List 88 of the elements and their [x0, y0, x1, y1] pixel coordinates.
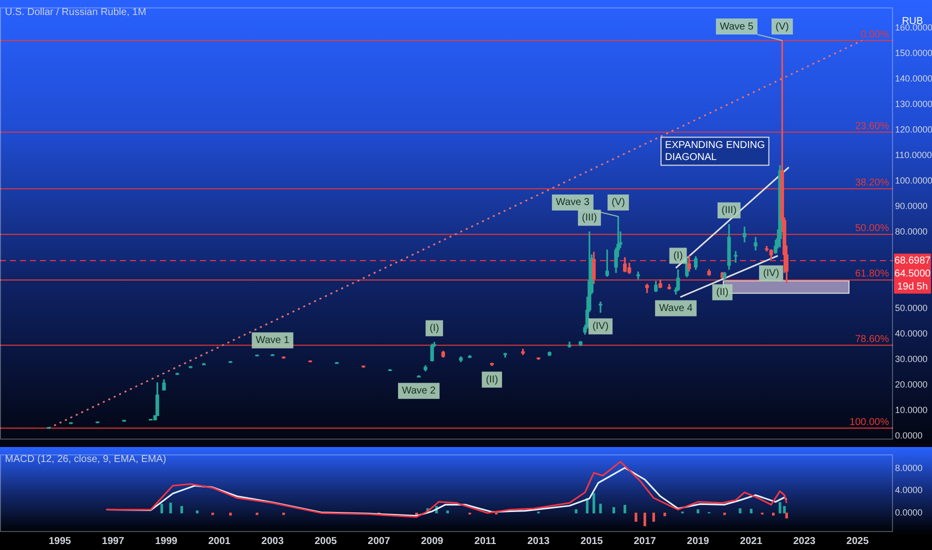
- annotation: Wave 1: [256, 335, 290, 346]
- y-tick-label: 8.0000: [895, 462, 923, 473]
- x-tick-label: 2019: [686, 536, 710, 547]
- chart-title: MACD (12, 26, close, 9, EMA, EMA): [5, 454, 166, 465]
- bar: [196, 510, 199, 514]
- y-tick-label: 0.0000: [895, 508, 923, 518]
- bar: [723, 512, 726, 516]
- bar: [169, 502, 172, 514]
- bar: [750, 508, 753, 514]
- bar: [643, 512, 646, 526]
- x-tick-label: 2011: [474, 536, 497, 547]
- annotation: 50.00%: [855, 223, 890, 234]
- bar: [211, 512, 214, 516]
- y-tick-label: 4.0000: [895, 485, 923, 496]
- candlestick: [742, 226, 746, 242]
- x-tick-label: 2021: [740, 536, 763, 547]
- annotation: 61.80%: [855, 268, 890, 280]
- annotation: Wave 2: [402, 386, 436, 397]
- annotation: (IV): [763, 268, 780, 280]
- annotation: 38.20%: [855, 177, 890, 188]
- bar: [446, 510, 449, 514]
- annotation: (V): [776, 21, 789, 32]
- y-tick-label: 90.0000: [895, 200, 928, 211]
- x-tick-label: 2003: [261, 536, 284, 547]
- y-tick-label: 10.0000: [895, 404, 928, 415]
- annotation: 78.60%: [855, 334, 890, 346]
- bar: [624, 504, 626, 514]
- bar: [160, 504, 164, 514]
- annotation: (II): [716, 286, 728, 298]
- annotation: 100.00%: [850, 416, 890, 428]
- y-tick-label: 0.0000: [895, 430, 923, 440]
- y-tick-label: 140.0000: [895, 73, 932, 84]
- bar: [229, 512, 232, 516]
- chart-title: U.S. Dollar / Russian Ruble, 1M: [5, 6, 146, 18]
- candlestick: [598, 302, 602, 313]
- x-tick-label: 2009: [420, 536, 444, 547]
- x-tick-label: 1995: [48, 536, 72, 547]
- text: 19d 5h: [897, 281, 928, 292]
- bar: [738, 508, 742, 514]
- annotation: (III): [582, 212, 597, 224]
- y-tick-label: 120.0000: [895, 124, 932, 134]
- x-tick-label: 2005: [314, 536, 338, 547]
- annotation: (I): [673, 250, 683, 262]
- x-tick-label: 1999: [155, 536, 178, 547]
- annotation: (III): [722, 205, 737, 216]
- bar: [634, 512, 638, 522]
- annotation: Wave 4: [659, 303, 694, 314]
- y-tick-label: 80.0000: [895, 226, 928, 236]
- y-tick-label: 20.0000: [895, 379, 928, 390]
- annotation: 0.00%: [860, 29, 890, 40]
- bar: [256, 512, 258, 516]
- ref-line-label: 68.6987: [894, 255, 932, 266]
- x-tick-label: 2013: [527, 536, 550, 547]
- annotation: (V): [612, 197, 625, 208]
- x-tick-label: 2007: [368, 536, 390, 547]
- bar: [599, 504, 602, 514]
- y-tick-label: 110.0000: [895, 150, 932, 160]
- annotation: (II): [486, 374, 498, 386]
- y-tick-label: 130.0000: [895, 98, 932, 109]
- x-tick-label: 2025: [846, 536, 870, 547]
- annotation: Wave 3: [556, 197, 590, 208]
- bar: [696, 509, 700, 514]
- bar: [652, 512, 656, 522]
- annotation: Wave 5: [720, 21, 754, 32]
- bar: [663, 512, 666, 516]
- bar: [282, 512, 285, 516]
- y-tick-label: 100.0000: [895, 175, 932, 186]
- annotation: (IV): [592, 321, 609, 332]
- bar: [574, 509, 578, 514]
- y-tick-label: 50.0000: [895, 302, 928, 313]
- bar: [785, 512, 788, 518]
- x-tick-label: 2017: [634, 536, 656, 547]
- bar: [415, 512, 418, 516]
- x-tick-label: 2001: [208, 536, 231, 547]
- y-tick-label: 150.0000: [895, 48, 932, 58]
- annotation: EXPANDING ENDING DIAGONAL: [665, 140, 766, 164]
- text: 64.5000: [894, 268, 932, 280]
- y-tick-label: 30.0000: [895, 354, 928, 364]
- bar: [592, 493, 596, 514]
- bar: [772, 512, 775, 516]
- x-tick-label: 2015: [580, 536, 604, 547]
- annotation: (I): [430, 322, 440, 334]
- bar: [612, 507, 616, 514]
- annotation: 23.60%: [855, 120, 890, 132]
- x-tick-label: 1997: [102, 536, 125, 547]
- bar: [180, 506, 184, 514]
- y-tick-label: 40.0000: [895, 328, 928, 338]
- x-tick-label: 2023: [793, 536, 816, 547]
